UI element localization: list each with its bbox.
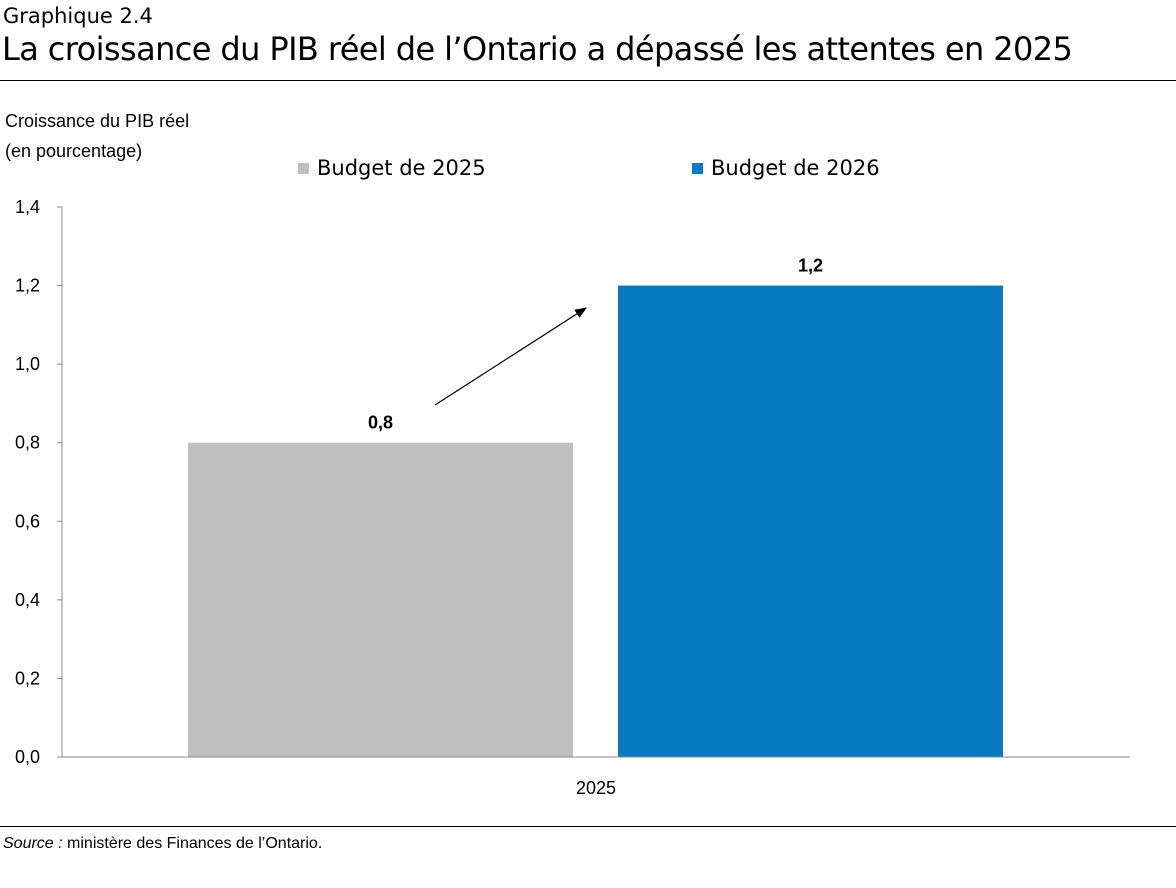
bar-budget-de-2026	[618, 285, 1003, 757]
y-tick-label: 0,4	[15, 590, 40, 610]
y-tick-label: 0,8	[15, 433, 40, 453]
data-label: 0,8	[368, 413, 393, 433]
data-label: 1,2	[798, 256, 823, 276]
y-tick-label: 1,4	[15, 197, 40, 217]
chart-title: La croissance du PIB réel de l’Ontario a…	[2, 30, 1073, 68]
x-tick-label: 2025	[576, 778, 616, 798]
bar-budget-de-2025	[188, 442, 573, 757]
increase-arrow	[434, 307, 588, 406]
y-tick-label: 0,6	[15, 511, 40, 531]
y-axis-label: Croissance du PIB réel (en pourcentage)	[5, 106, 189, 166]
source-note: Source : ministère des Finances de l’Ont…	[3, 835, 322, 853]
title-divider	[0, 80, 1176, 81]
legend-label: Budget de 2026	[711, 156, 880, 180]
legend-item-budget-2025: Budget de 2025	[298, 156, 486, 180]
footer-divider	[0, 826, 1176, 827]
y-tick-label: 1,2	[15, 276, 40, 296]
y-tick-label: 0,0	[15, 747, 40, 767]
y-axis-label-line2: (en pourcentage)	[5, 141, 143, 161]
chart-kicker: Graphique 2.4	[3, 4, 153, 28]
y-tick-label: 1,0	[15, 354, 40, 374]
legend-swatch	[692, 162, 703, 174]
y-tick-label: 0,2	[15, 668, 40, 688]
legend-label: Budget de 2025	[317, 156, 486, 180]
source-text: ministère des Finances de l’Ontario.	[62, 835, 323, 852]
legend-swatch	[298, 162, 309, 174]
legend-item-budget-2026: Budget de 2026	[692, 156, 880, 180]
y-axis-label-line1: Croissance du PIB réel	[5, 111, 190, 131]
source-label: Source :	[3, 835, 63, 852]
